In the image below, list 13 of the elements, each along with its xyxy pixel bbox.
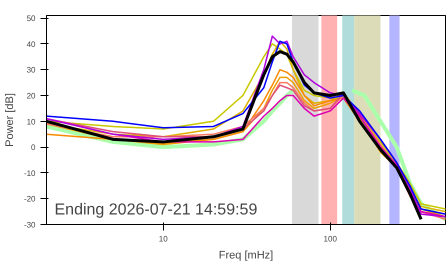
x-axis-title: Freq [mHz]: [218, 250, 274, 262]
x-tick-label: 100: [324, 234, 338, 244]
y-axis-title: Power [dB]: [4, 93, 16, 147]
annotation: Ending 2026-07-21 14:59:59: [54, 202, 258, 218]
y-tick-label: 0: [31, 143, 36, 152]
y-tick-label: 30: [26, 66, 36, 75]
y-tick-label: 10: [26, 117, 36, 126]
y-tick-label: 20: [26, 91, 36, 100]
y-tick-label: -20: [24, 194, 36, 204]
y-tick-label: 40: [26, 40, 36, 49]
y-tick-label: -10: [24, 168, 36, 178]
y-tick-label: -30: [24, 220, 36, 230]
y-tick-label: 50: [26, 14, 36, 24]
